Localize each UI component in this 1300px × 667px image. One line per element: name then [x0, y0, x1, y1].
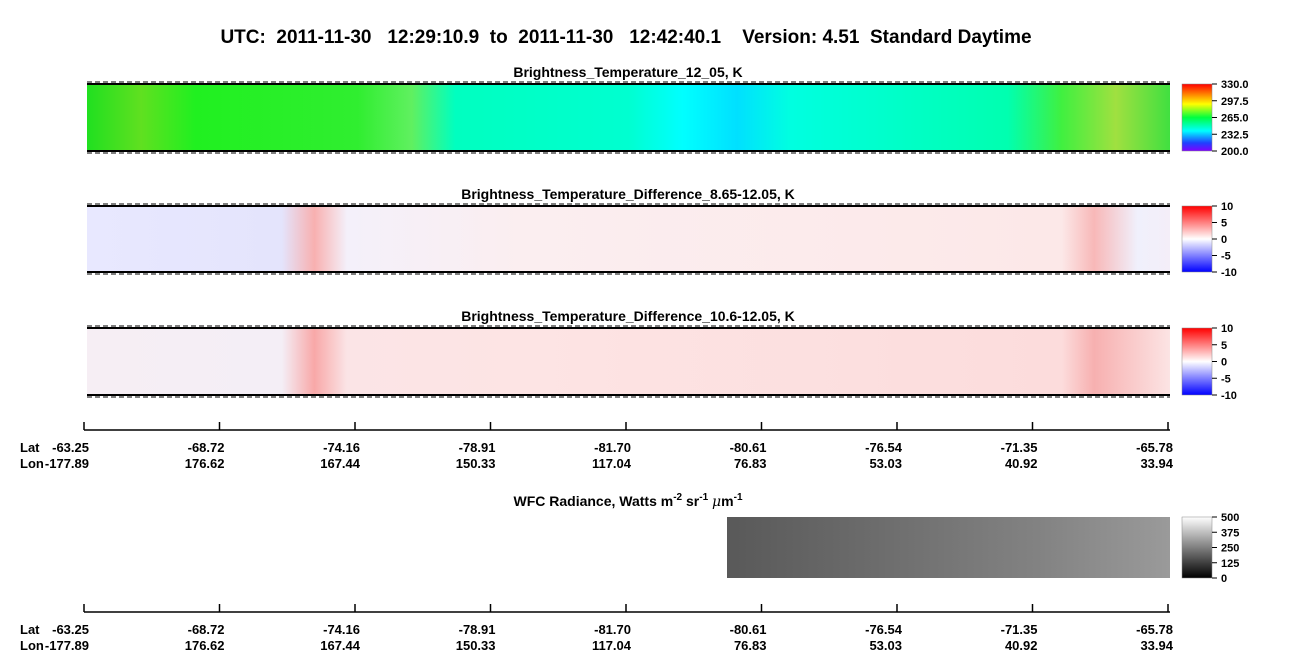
figure-title: UTC: 2011-11-30 12:29:10.9 to 2011-11-30… [220, 27, 1031, 48]
heatmap-image [727, 517, 1170, 578]
lat-value: -74.16 [323, 440, 360, 455]
lat-value: -74.16 [323, 622, 360, 637]
title-sup: -2 [673, 492, 682, 503]
colorbar-tick-label: 5 [1221, 218, 1227, 230]
title-part: sr [682, 493, 700, 509]
lat-value: -76.54 [865, 622, 903, 637]
panel-title: WFC Radiance, Watts m-2 sr-1 μm-1 [513, 492, 742, 510]
lat-value: -81.70 [594, 440, 631, 455]
title-part: WFC Radiance, Watts m [513, 493, 673, 509]
lat-value: -68.72 [188, 622, 225, 637]
lon-value: 117.04 [592, 456, 632, 471]
title-sup: -1 [699, 492, 708, 503]
title-part: m [721, 493, 733, 509]
panel-title: Brightness_Temperature_12_05, K [513, 64, 742, 80]
colorbar-tick-label: 375 [1221, 527, 1239, 539]
colorbar-tick-label: 10 [1221, 323, 1233, 335]
colorbar-tick-label: -5 [1221, 373, 1231, 385]
title-part: μ [712, 494, 721, 510]
lon-value: 76.83 [734, 638, 767, 653]
lat-value: -63.25 [52, 440, 89, 455]
panel-title: Brightness_Temperature_Difference_8.65-1… [461, 186, 795, 202]
lat-label: Lat [20, 622, 40, 637]
lat-value: -68.72 [188, 440, 225, 455]
lon-value: 150.33 [456, 456, 496, 471]
lat-value: -81.70 [594, 622, 631, 637]
lat-value: -80.61 [730, 622, 767, 637]
lon-value: 117.04 [592, 638, 632, 653]
colorbar-tick-label: 200.0 [1221, 146, 1249, 158]
lon-value: -177.89 [45, 456, 89, 471]
lat-value: -71.35 [1001, 622, 1038, 637]
lon-value: 176.62 [185, 638, 225, 653]
colorbar-tick-label: 10 [1221, 201, 1233, 213]
colorbar-tick-label: 250 [1221, 543, 1239, 555]
lon-value: 150.33 [456, 638, 496, 653]
heatmap-image [87, 84, 1170, 151]
lat-value: -71.35 [1001, 440, 1038, 455]
lon-value: 167.44 [320, 638, 361, 653]
colorbar-tick-label: 297.5 [1221, 96, 1249, 108]
lon-label: Lon [20, 456, 44, 471]
colorbar-tick-label: -5 [1221, 251, 1231, 263]
colorbar-tick-label: 0 [1221, 357, 1227, 369]
colorbar-tick-label: 232.5 [1221, 129, 1249, 141]
lon-value: 176.62 [185, 456, 225, 471]
lat-value: -78.91 [459, 622, 496, 637]
lon-label: Lon [20, 638, 44, 653]
colorbar-tick-label: -10 [1221, 390, 1237, 402]
lon-value: 53.03 [869, 638, 902, 653]
colorbar [1181, 205, 1213, 273]
colorbar-tick-label: 500 [1221, 512, 1239, 524]
lon-value: 33.94 [1140, 456, 1173, 471]
lat-value: -63.25 [52, 622, 89, 637]
lat-label: Lat [20, 440, 40, 455]
lon-value: 40.92 [1005, 638, 1038, 653]
colorbar [1181, 327, 1213, 396]
title-sup: -1 [734, 492, 743, 503]
heatmap-image [87, 206, 1170, 272]
colorbar-tick-label: 0 [1221, 573, 1227, 585]
colorbar-tick-label: -10 [1221, 267, 1237, 279]
lon-value: 53.03 [869, 456, 902, 471]
colorbar-tick-label: 265.0 [1221, 113, 1249, 125]
lat-value: -65.78 [1136, 622, 1173, 637]
lon-value: 167.44 [320, 456, 361, 471]
colorbar [1181, 516, 1213, 579]
lat-value: -76.54 [865, 440, 903, 455]
lat-value: -65.78 [1136, 440, 1173, 455]
colorbar [1181, 83, 1213, 152]
lon-value: 40.92 [1005, 456, 1038, 471]
colorbar-tick-label: 125 [1221, 558, 1239, 570]
lon-value: -177.89 [45, 638, 89, 653]
lat-value: -80.61 [730, 440, 767, 455]
colorbar-tick-label: 330.0 [1221, 79, 1249, 91]
lon-value: 76.83 [734, 456, 767, 471]
lat-value: -78.91 [459, 440, 496, 455]
colorbar-tick-label: 0 [1221, 234, 1227, 246]
lon-value: 33.94 [1140, 638, 1173, 653]
heatmap-image [87, 328, 1170, 395]
panel-title: Brightness_Temperature_Difference_10.6-1… [461, 308, 795, 324]
colorbar-tick-label: 5 [1221, 340, 1227, 352]
